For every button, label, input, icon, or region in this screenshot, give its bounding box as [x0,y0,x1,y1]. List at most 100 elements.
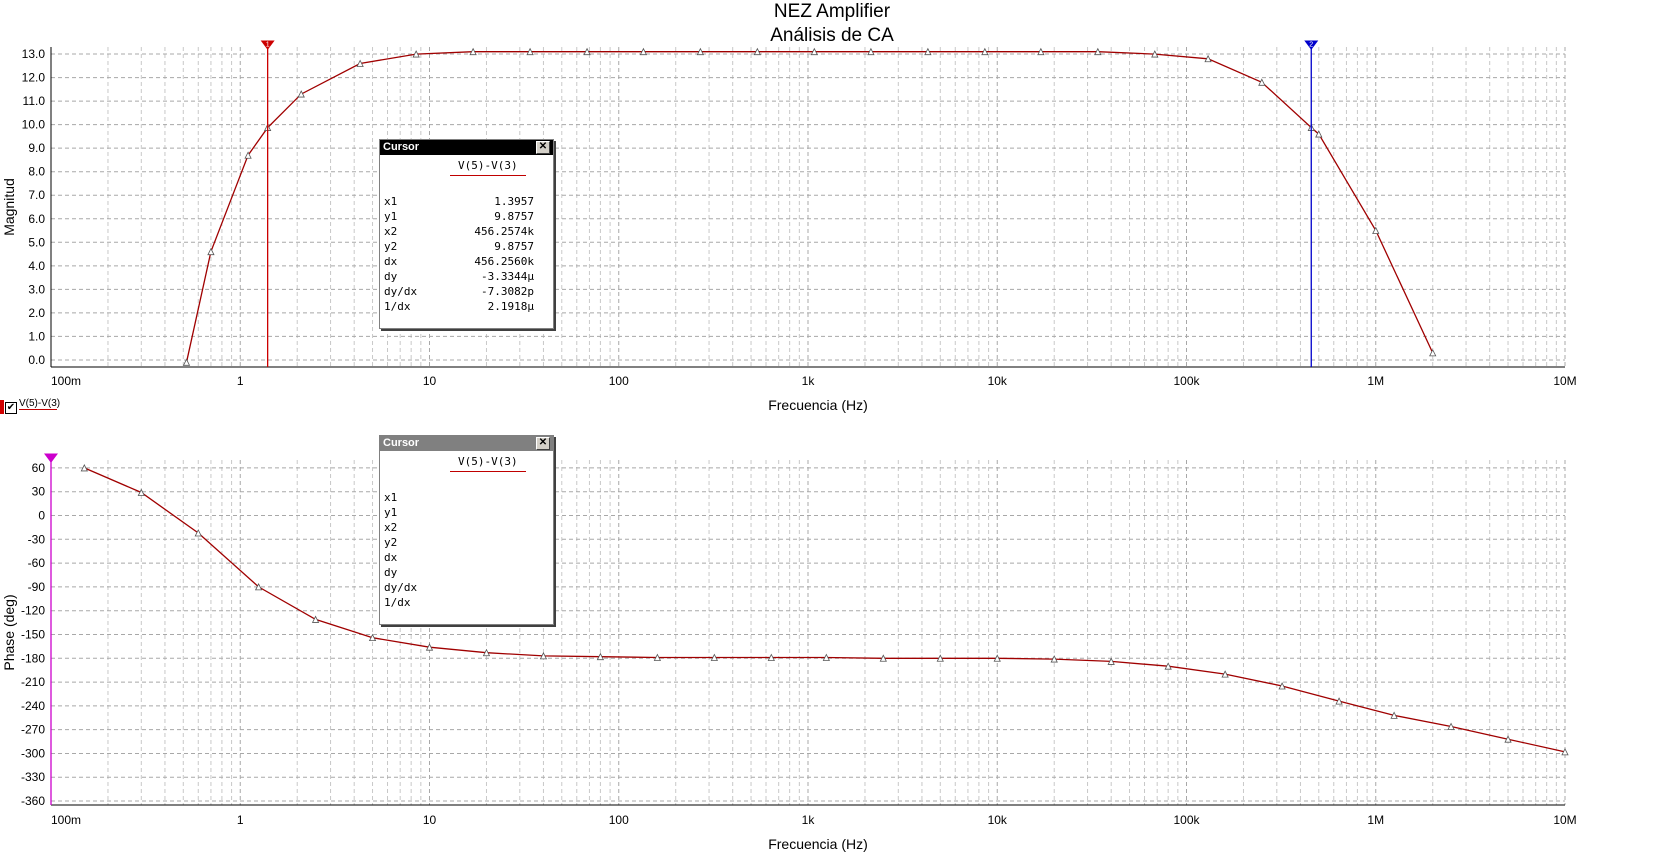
cursor-readout-label: dy/dx [384,581,418,594]
data-point-marker [879,654,887,662]
data-point-marker [425,643,434,651]
x-tick-label: 1 [237,374,244,388]
data-point-marker [1372,226,1380,234]
x-tick-label: 100m [51,374,81,388]
x-tick-label: 1k [802,813,816,827]
legend-trace-line [19,409,57,410]
cursor-label: 2 [1309,42,1313,49]
data-point-marker [194,529,202,537]
y-tick-label: 60 [32,461,46,475]
cursor-readout-label: dx [384,551,398,564]
close-icon[interactable]: ✕ [536,141,550,154]
y-tick-label: 1.0 [28,329,45,343]
x-tick-label: 10 [423,813,437,827]
data-point-marker [1278,682,1286,690]
y-tick-label: 3.0 [28,282,45,296]
x-tick-label: 1k [802,374,816,388]
cursor-readout-row: x2 [380,520,538,535]
cursor-readout-value: -3.3344µ [481,270,534,283]
cursor-readout-label: y1 [384,506,398,519]
data-point-marker [297,90,305,98]
data-point-marker [696,47,705,56]
chart-title: NEZ Amplifier [773,1,891,22]
cursor-readout-value [512,565,538,580]
cursor-readout-table: x1 y1 x2 y2 dx dy dy/dx 1/dx [380,490,538,610]
y-tick-label: 30 [32,485,46,499]
cursor-handle [260,40,275,50]
x-tick-label: 100k [1173,813,1200,827]
data-point-marker [993,654,1001,662]
data-point-marker [254,583,263,591]
cursor-readout-value [512,505,538,520]
data-point-marker [1447,722,1455,730]
data-point-marker [1561,747,1569,756]
cursor-readout-value: 456.2560k [474,255,534,268]
data-point-marker [244,151,252,159]
y-tick-label: 11.0 [23,94,46,108]
cursor-window-titlebar[interactable]: Cursor ✕ [380,436,553,451]
data-point-marker [482,648,491,657]
cursor-window-magnitude[interactable]: Cursor ✕ V(5)-V(3) x1 1.3957 y1 9.8757 x2 456… [379,139,554,329]
y-tick-label: -270 [21,723,45,737]
data-point-marker [539,652,548,660]
cursor-readout-row: dy/dx [380,580,538,595]
y-tick-label: -240 [21,699,45,713]
series-line [185,51,1434,363]
cursor-readout-row: dy -3.3344µ [380,269,538,284]
cursor-readout-row: y2 9.8757 [380,239,538,254]
close-icon[interactable]: ✕ [536,437,550,450]
cursor-readout-value [512,595,538,610]
cursor-readout-value: -7.3082p [481,285,534,298]
y-tick-label: -300 [21,746,45,760]
x-tick-label: 100 [609,813,629,827]
cursor-readout-row: 1/dx [380,595,538,610]
data-point-marker [924,47,932,56]
cursor-readout-label: x2 [384,521,398,534]
data-point-marker [526,47,534,56]
y-tick-label: -210 [21,675,45,689]
cursor-readout-row: dx 456.2560k [380,254,538,269]
cursor-readout-label: dy/dx [384,285,418,298]
cursor-readout-value [512,535,538,550]
data-point-marker [1107,657,1115,665]
data-point-marker [981,47,989,56]
data-point-marker [1429,348,1437,357]
data-point-marker [137,488,145,496]
x-tick-label: 1M [1367,374,1384,388]
y-tick-label: 10.0 [22,118,46,132]
data-point-marker [1504,735,1512,743]
data-point-marker [653,653,662,661]
cursor-handle [44,453,58,463]
cursor-readout-row: x1 1.3957 [380,194,538,209]
cursor-readout-row: y1 9.8757 [380,209,538,224]
cursor-readout-label: dy [384,270,398,283]
cursor-readout-label: y1 [384,210,398,223]
legend-checkbox[interactable]: ✔ [5,402,17,414]
cursor-readout-value: 1.3957 [494,195,534,208]
data-point-marker [639,47,648,56]
cursor-window-phase[interactable]: Cursor ✕ V(5)-V(3) x1 y1 x2 y2 dx dy dy/dx 1/dx [379,435,554,625]
data-point-marker [412,50,420,58]
cursor-readout-row: y1 [380,505,538,520]
y-axis-label: Magnitud [1,178,17,236]
cursor-readout-value [512,580,538,595]
cursor-readout-label: dy [384,566,398,579]
data-point-marker [1164,662,1172,670]
data-point-marker [596,652,605,661]
cursor-readout-row: x1 [380,490,538,505]
cursor-readout-label: 1/dx [384,596,411,609]
cursor-readout-value: 9.8757 [494,210,534,223]
data-point-marker [1094,47,1102,56]
y-tick-label: -360 [21,794,45,808]
data-point-marker [822,653,830,661]
y-axis-label: Phase (deg) [1,594,17,670]
data-point-marker [867,47,875,56]
legend-flag [0,400,4,414]
data-point-marker [311,615,320,623]
x-tick-label: 10k [988,813,1008,827]
y-tick-label: 13.0 [22,47,46,61]
y-tick-label: 9.0 [28,141,45,155]
cursor-window-titlebar[interactable]: Cursor ✕ [380,140,553,155]
data-point-marker [356,59,364,67]
